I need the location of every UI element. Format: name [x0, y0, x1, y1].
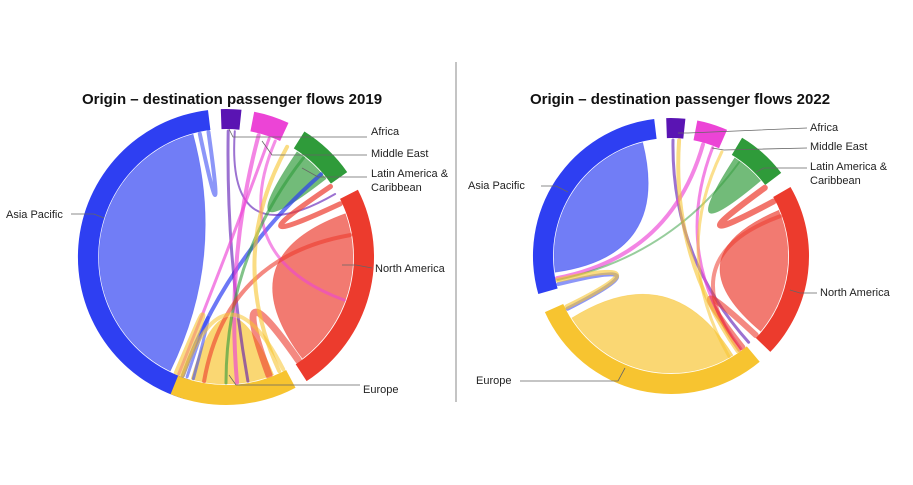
flow-ribbon-north-america-5 — [717, 184, 777, 229]
leader-africa — [678, 127, 808, 134]
leader-latam — [755, 167, 807, 173]
label-latam-line2: Caribbean — [371, 182, 422, 194]
label-middle-east: Middle East — [810, 141, 867, 153]
flow-ribbon-middle-east-7 — [259, 139, 346, 302]
flow-ribbon-north-america-10 — [249, 308, 302, 379]
region-arcs — [77, 109, 375, 405]
flow-ribbon-middle-east-5 — [232, 133, 261, 385]
self-flow-latin-america-and-caribbean — [708, 157, 762, 214]
label-latam-line2: Caribbean — [810, 175, 861, 187]
flow-ribbon-middle-east-2 — [555, 142, 705, 281]
flow-ribbon-europe-13 — [252, 144, 290, 374]
chord-flows — [98, 129, 354, 385]
leader-middle-east — [711, 147, 808, 151]
label-africa: Africa — [810, 122, 839, 134]
flow-ribbon-north-america-6 — [706, 295, 759, 351]
flow-ribbon-europe-9 — [555, 269, 620, 310]
self-flow-asia-pacific — [553, 142, 649, 273]
flow-ribbon-latin-america-and-caribbean-8 — [224, 156, 306, 385]
label-asia-pacific: Asia Pacific — [468, 180, 525, 192]
label-north-america: North America — [375, 263, 446, 275]
label-leaders — [71, 128, 373, 386]
chord-panel-2019: Origin – destination passenger flows 201… — [6, 91, 449, 405]
leader-europe — [520, 367, 626, 382]
flow-ribbon-europe-10 — [696, 150, 731, 358]
leader-europe — [228, 374, 360, 386]
label-middle-east: Middle East — [371, 148, 428, 160]
label-europe: Europe — [476, 375, 511, 387]
label-north-america: North America — [820, 287, 891, 299]
label-europe: Europe — [363, 384, 398, 396]
region-arcs — [532, 118, 810, 394]
region-arc-africa — [666, 118, 686, 139]
region-arc-europe — [544, 304, 760, 394]
self-flow-europe — [571, 293, 734, 374]
flow-ribbon-north-america-7 — [710, 214, 782, 352]
label-latam-line1: Latin America & — [810, 161, 888, 173]
leader-north-america — [789, 289, 817, 294]
region-arc-latin-america-and-caribbean — [293, 131, 348, 184]
region-arc-africa — [220, 109, 242, 130]
leader-asia-pacific — [541, 185, 569, 193]
label-leaders — [520, 127, 817, 382]
leader-latam — [301, 167, 367, 178]
region-arc-north-america — [295, 189, 375, 382]
flow-ribbon-asia-pacific-2 — [185, 315, 210, 381]
flow-ribbon-africa-4 — [233, 130, 337, 217]
region-arc-north-america — [755, 187, 810, 352]
region-arc-asia-pacific — [77, 110, 211, 400]
flow-ribbon-africa-3 — [226, 129, 250, 383]
leader-middle-east — [261, 140, 367, 156]
flow-ribbon-north-america-9 — [278, 184, 343, 230]
chord-flows — [553, 138, 789, 374]
chord-panel-2022: Origin – destination passenger flows 202… — [468, 91, 891, 394]
leader-africa — [228, 128, 367, 138]
region-arc-europe — [170, 370, 296, 405]
flow-ribbon-europe-14 — [173, 312, 206, 378]
leader-asia-pacific — [71, 213, 105, 219]
label-latam-line1: Latin America & — [371, 168, 449, 180]
region-arc-middle-east — [250, 111, 289, 141]
flow-ribbon-asia-pacific-0 — [197, 130, 218, 197]
label-asia-pacific: Asia Pacific — [6, 209, 63, 221]
leader-north-america — [342, 264, 373, 269]
label-africa: Africa — [371, 126, 400, 138]
region-arc-middle-east — [693, 120, 728, 149]
flow-ribbon-europe-8 — [676, 138, 740, 353]
panel-title: Origin – destination passenger flows 201… — [82, 91, 382, 108]
region-arc-asia-pacific — [532, 119, 657, 294]
panel-title: Origin – destination passenger flows 202… — [530, 91, 830, 108]
flow-ribbon-north-america-11 — [202, 233, 353, 384]
self-flow-asia-pacific — [98, 133, 206, 372]
